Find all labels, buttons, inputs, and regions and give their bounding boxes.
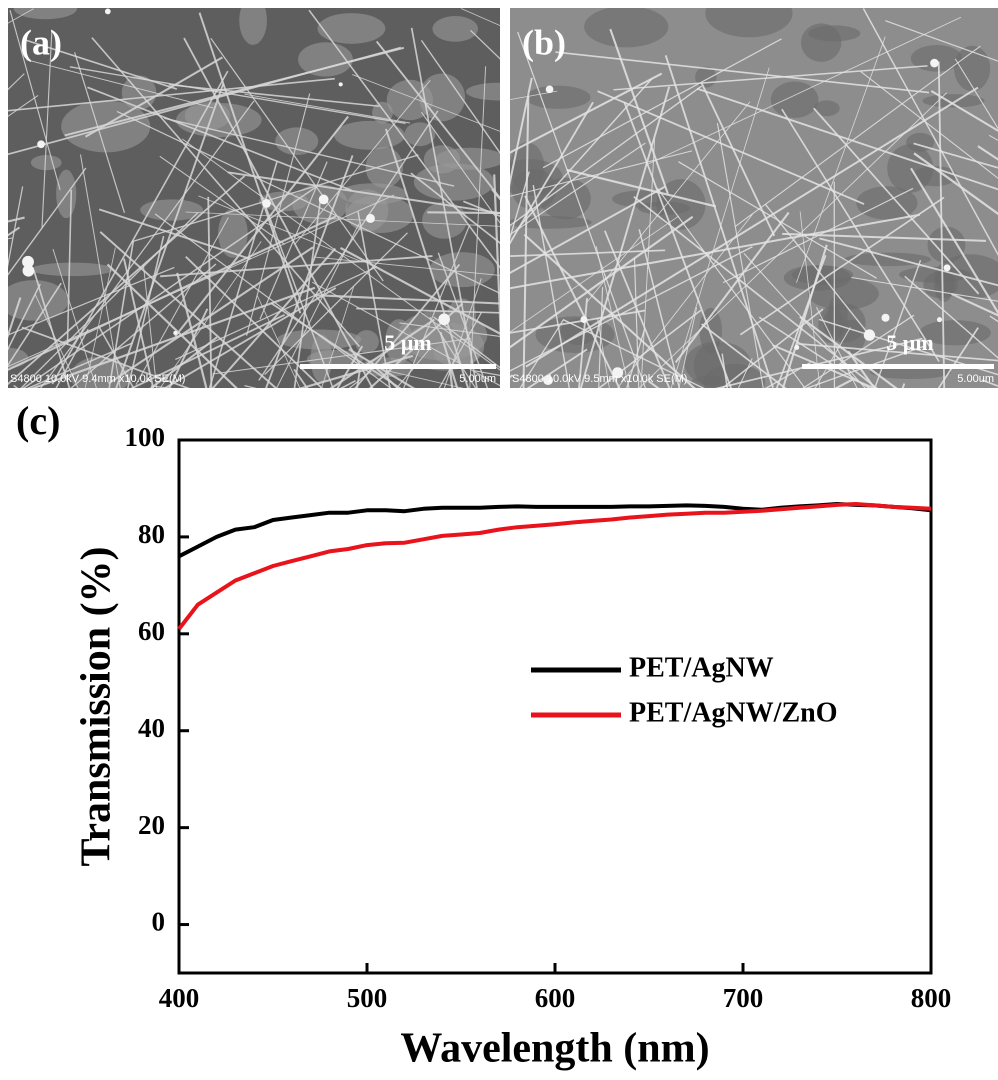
line-chart: (c) 0 20 40 60 80 100 400 500 600 700 800 Wavelength…: [16, 398, 951, 1071]
sem-texture: [584, 6, 668, 47]
particle: [366, 214, 375, 223]
sem-texture: [61, 101, 150, 153]
nanowire: [302, 371, 360, 752]
x-tick-label: 700: [723, 983, 764, 1013]
particle: [105, 9, 111, 15]
particle: [262, 199, 271, 208]
particle: [930, 59, 939, 68]
nanowire: [167, 375, 513, 636]
y-tick-label: 60: [138, 616, 165, 646]
sem-info: S4800 10.0kV 9.5mm x10.0k SE(M): [512, 373, 687, 385]
sem-info: S4800 10.0kV 9.4mm x10.0k SE(M): [10, 373, 185, 385]
y-tick-label: 0: [152, 907, 166, 937]
nanowire: [657, 380, 852, 483]
particle: [438, 314, 450, 326]
particle: [881, 314, 889, 322]
nanowire: [375, 363, 810, 615]
nanowire: [982, 380, 998, 518]
y-tick-label: 100: [125, 422, 166, 452]
particle: [22, 256, 34, 268]
particle: [794, 345, 799, 350]
sem-texture: [31, 155, 62, 170]
particle: [580, 316, 587, 323]
particle: [37, 140, 45, 148]
nanowire: [151, 386, 341, 408]
sem-texture: [419, 73, 465, 121]
nanowire: [191, 349, 429, 631]
sem-texture: [887, 144, 933, 192]
scale-bar: [300, 364, 496, 369]
panel-label: (a): [20, 22, 62, 62]
particle: [944, 264, 951, 271]
nanowire: [546, 358, 752, 800]
x-tick-label: 600: [535, 983, 576, 1013]
scale-bar: [802, 364, 994, 369]
panel-label: (c): [16, 398, 60, 443]
particle: [864, 329, 875, 340]
sem-texture: [922, 94, 984, 107]
sem-texture: [694, 345, 725, 387]
x-tick-label: 500: [347, 983, 388, 1013]
y-axis-label: Transmission (%): [74, 546, 120, 866]
x-tick-label: 400: [159, 983, 200, 1013]
nanowire: [244, 386, 551, 460]
scale-label: 5 µm: [886, 330, 934, 355]
y-tick-label: 80: [138, 519, 165, 549]
particle: [937, 317, 942, 322]
sem-scale-text: 5.00um: [459, 373, 496, 385]
nanowire: [294, 369, 386, 501]
legend-label: PET/AgNW/ZnO: [629, 697, 837, 728]
particle: [173, 331, 177, 335]
sem-texture: [298, 42, 353, 76]
sem-texture: [432, 16, 478, 42]
particle: [546, 86, 554, 94]
particle: [319, 195, 329, 205]
nanowire: [189, 371, 372, 515]
y-tick-label: 40: [138, 713, 165, 743]
scale-label: 5 µm: [384, 330, 432, 355]
sem-texture: [318, 13, 386, 44]
sem-scale-text: 5.00um: [957, 373, 994, 385]
sem-texture: [526, 86, 591, 109]
panel-label: (b): [522, 22, 566, 62]
y-tick-label: 20: [138, 810, 165, 840]
sem-texture: [277, 329, 361, 349]
legend-label: PET/AgNW: [629, 652, 774, 683]
nanowire: [775, 384, 904, 749]
particle: [339, 82, 343, 86]
series-line: [179, 504, 931, 629]
x-tick-label: 800: [911, 983, 952, 1013]
series-line: [179, 504, 931, 556]
x-axis-label: Wavelength (nm): [400, 1026, 709, 1072]
nanowire: [14, 385, 339, 630]
sem-texture: [808, 25, 860, 41]
